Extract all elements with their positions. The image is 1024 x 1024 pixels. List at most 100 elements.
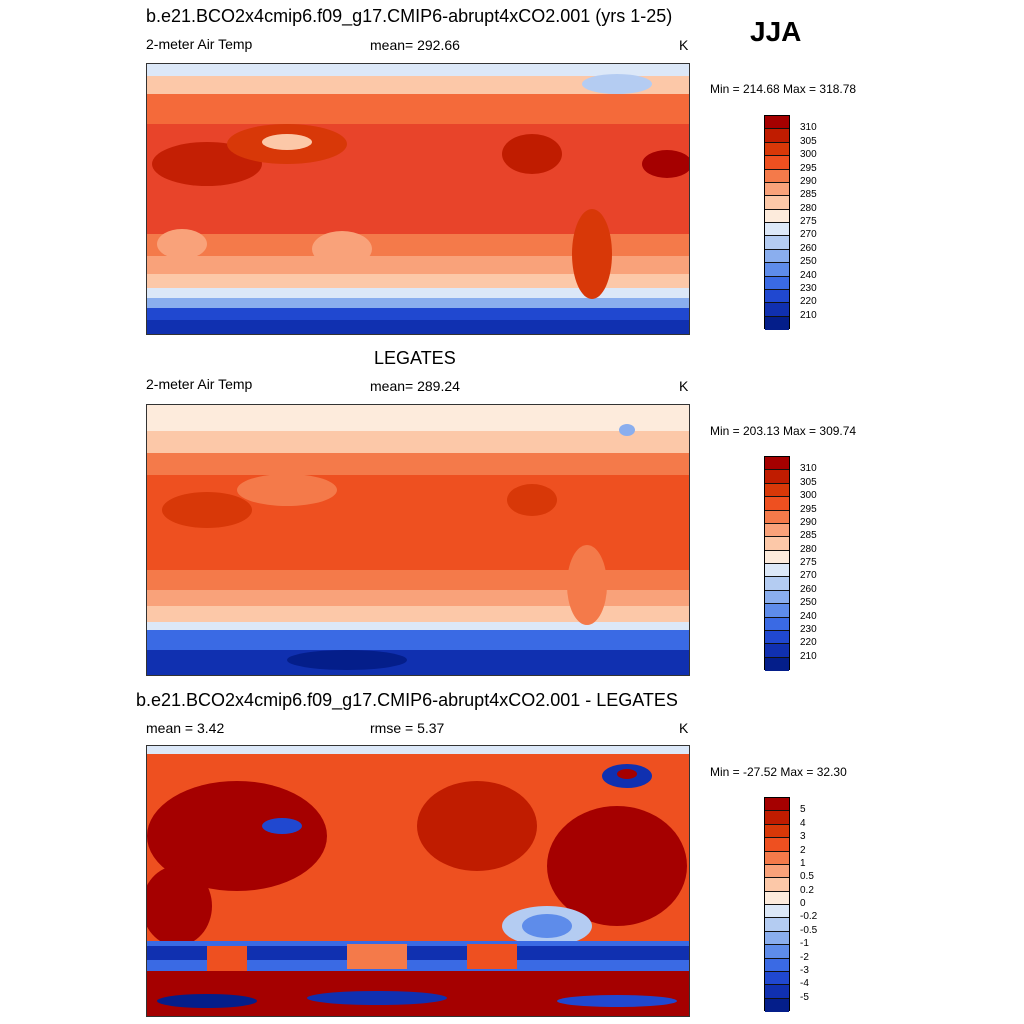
colorbar-legates [764,456,790,671]
colorbar-tick-label: 270 [800,229,817,241]
colorbar-swatch [765,169,789,183]
model-temperature-map [146,63,690,335]
panel1-units: K [679,37,689,53]
colorbar-swatch [765,590,789,605]
panel2-mean: mean= 289.24 [370,378,460,394]
colorbar-swatch [765,483,789,498]
colorbar-tick-label: 230 [800,623,817,635]
colorbar-swatch [765,824,789,839]
colorbar-swatch [765,523,789,538]
colorbar-swatch [765,316,789,330]
colorbar-swatch [765,129,789,143]
panel1-title: b.e21.BCO2x4cmip6.f09_g17.CMIP6-abrupt4x… [146,6,673,26]
colorbar-tick-label: -5 [800,991,809,1003]
colorbar-tick-label: 275 [800,216,817,227]
colorbar-tick-label: 3 [800,831,806,843]
colorbar-tick-label: 250 [800,256,817,268]
colorbar-tick-label: 280 [800,543,817,555]
colorbar-swatch [765,497,789,511]
colorbar-tick-label: 5 [800,804,806,816]
panel1-minmax: Min = 214.68 Max = 318.78 [710,82,857,96]
colorbar-tick-label: -2 [800,951,809,963]
colorbar-swatch [765,630,789,645]
colorbar-tick-label: 310 [800,122,817,134]
colorbar-swatch [765,223,789,237]
colorbar-tick-label: 260 [800,242,817,254]
colorbar-tick-label: 210 [800,650,817,662]
colorbar-tick-label: 280 [800,202,817,214]
panel3-rmse: rmse = 5.37 [370,720,445,736]
colorbar-tick-label: 1 [800,857,806,869]
panel3-units: K [679,720,689,736]
colorbar-swatch [765,564,789,578]
colorbar-tick-label: -4 [800,978,809,990]
colorbar-swatch [765,918,789,932]
colorbar-swatch [765,617,789,631]
colorbar-swatch [765,798,789,812]
colorbar-swatch [765,263,789,277]
colorbar-tick-label: 305 [800,135,817,147]
panel1-mean: mean= 292.66 [370,37,460,53]
colorbar-tick-label: 305 [800,476,817,488]
colorbar-tick-label: 310 [800,463,817,475]
colorbar-swatch [765,537,789,551]
colorbar-swatch [765,276,789,290]
panel2-units: K [679,378,689,394]
colorbar-tick-label: 270 [800,570,817,582]
panel3-minmax: Min = -27.52 Max = 32.30 [710,765,847,779]
colorbar-swatch [765,998,789,1012]
colorbar-tick-label: 220 [800,637,817,649]
panel2-minmax: Min = 203.13 Max = 309.74 [710,424,857,438]
colorbar-swatch [765,931,789,946]
colorbar-tick-label: -3 [800,964,809,976]
colorbar-tick-label: 2 [800,844,806,856]
colorbar-swatch [765,196,789,210]
colorbar-swatch [765,878,789,892]
colorbar-swatch [765,249,789,264]
colorbar-swatch [765,156,789,170]
colorbar-swatch [765,945,789,959]
colorbar-tick-label: 230 [800,282,817,294]
colorbar-swatch [765,838,789,852]
colorbar-swatch [765,182,789,197]
colorbar-swatch [765,142,789,157]
colorbar-tick-label: -0.2 [800,911,818,923]
colorbar-swatch [765,116,789,130]
colorbar-swatch [765,289,789,304]
panel2-title: LEGATES [374,348,456,368]
colorbar-swatch [765,510,789,524]
colorbar-tick-label: 240 [800,269,817,281]
colorbar-tick-label: 300 [800,490,817,502]
colorbar-tick-label: 275 [800,557,817,568]
colorbar-swatch [765,958,789,972]
colorbar-tick-label: 300 [800,149,817,161]
colorbar-tick-label: 295 [800,503,817,515]
colorbar-tick-label: 240 [800,610,817,622]
colorbar-swatch [765,577,789,591]
colorbar-tick-label: 250 [800,597,817,609]
colorbar-tick-label: 285 [800,189,817,201]
colorbar-swatch [765,209,789,223]
colorbar-tick-label: 210 [800,309,817,321]
colorbar-tick-label: -1 [800,938,809,950]
colorbar-swatch [765,470,789,484]
colorbar-swatch [765,604,789,618]
colorbar-swatch [765,985,789,999]
colorbar-tick-label: 0.5 [800,871,814,883]
colorbar-tick-label: -0.5 [800,924,818,936]
colorbar-swatch [765,864,789,879]
colorbar-swatch [765,457,789,471]
colorbar-swatch [765,303,789,317]
colorbar-tick-label: 260 [800,583,817,595]
colorbar-swatch [765,971,789,986]
panel2-variable: 2-meter Air Temp [146,376,253,392]
colorbar-tick-label: 285 [800,530,817,542]
colorbar-tick-label: 220 [800,296,817,308]
colorbar-swatch [765,851,789,865]
colorbar-tick-label: 0.2 [800,884,814,896]
colorbar-swatch [765,657,789,671]
colorbar-swatch [765,905,789,919]
season-label: JJA [750,16,802,47]
colorbar-tick-label: 295 [800,162,817,174]
colorbar-model [764,115,790,330]
